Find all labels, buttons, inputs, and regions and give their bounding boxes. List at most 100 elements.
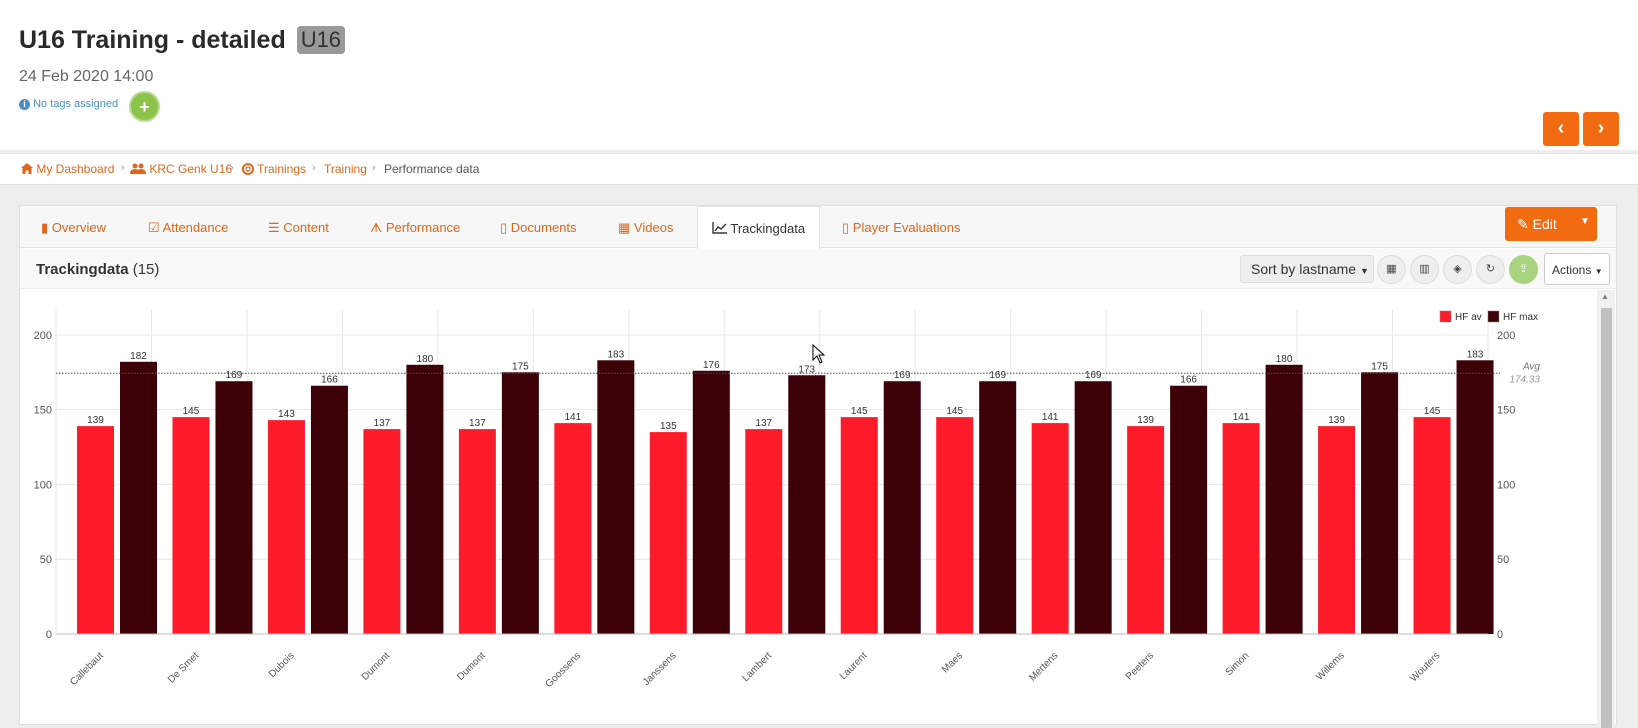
tab-content[interactable]: ☰ Content [268, 220, 329, 236]
bar-hf-max [501, 372, 539, 634]
breadcrumb-item-team[interactable]: KRC Genk U16 [130, 162, 232, 176]
x-tick-label: Janssens [641, 650, 679, 688]
line-chart-icon [712, 222, 727, 234]
bar-hf-av [554, 423, 592, 634]
check-square-icon: ☑ [148, 220, 160, 235]
section-title-text: Trackingdata [36, 261, 129, 278]
actions-dropdown[interactable]: Actions ▼ [1544, 253, 1610, 285]
next-button[interactable]: › [1583, 112, 1619, 146]
tab-label: Attendance [162, 220, 229, 235]
breadcrumb-separator: › [312, 162, 316, 174]
data-label: 145 [1424, 406, 1441, 417]
data-label: 141 [564, 412, 581, 423]
bar-hf-av [840, 417, 878, 634]
record-count: (15) [132, 261, 160, 278]
breadcrumb-separator: › [230, 162, 234, 174]
tab-label: Performance [385, 220, 461, 235]
data-label: 137 [755, 418, 772, 429]
chart-view-button[interactable]: ▥ [1410, 255, 1439, 284]
edit-button[interactable]: ✎ Edit ▼ [1505, 207, 1597, 241]
data-label: 183 [1467, 349, 1484, 360]
bar-hf-av [77, 426, 114, 634]
legend-label: HF max [1503, 312, 1538, 323]
tab-videos[interactable]: ▦ Videos [618, 220, 673, 236]
bar-hf-av [1222, 423, 1260, 634]
list-icon: ☰ [268, 220, 280, 235]
y-tick-label-right: 200 [1497, 330, 1515, 342]
data-label: 169 [989, 370, 1006, 381]
legend-swatch [1487, 310, 1500, 323]
tracking-bar-chart: 0 0 50 50 100 100 150 150 200 200 139 182 Callebaut 1… [34, 310, 1540, 690]
tab-overview[interactable]: ▮ Overview [41, 220, 106, 236]
y-tick-label-left: 200 [34, 330, 52, 342]
y-tick-label-left: 150 [34, 405, 52, 417]
page-title: U16 Training - detailed U16 [19, 26, 346, 55]
bar-hf-max [1361, 372, 1399, 634]
data-label: 176 [703, 360, 720, 371]
upload-icon: ⇪ [1518, 263, 1529, 275]
y-tick-label-right: 50 [1497, 554, 1509, 566]
breadcrumb-item-trainings[interactable]: Trainings [242, 162, 306, 176]
tags-status: i No tags assigned [19, 98, 118, 110]
home-icon [21, 163, 33, 174]
breadcrumb-item-current: Performance data [384, 162, 480, 176]
breadcrumb-item-dashboard[interactable]: My Dashboard [21, 162, 114, 176]
document-icon: ▯ [500, 220, 508, 235]
bar-hf-max [597, 360, 635, 634]
table-icon: ▦ [1386, 263, 1397, 275]
x-tick-label: Lambert [740, 650, 774, 684]
bar-hf-max [406, 364, 444, 634]
sort-dropdown[interactable]: Sort by lastname ▼ [1240, 255, 1374, 283]
caret-down-icon: ▼ [1359, 266, 1369, 276]
tab-performance[interactable]: ᗑ Performance [370, 220, 460, 236]
table-view-button[interactable]: ▦ [1377, 255, 1406, 284]
3d-view-button[interactable]: ◈ [1443, 255, 1472, 284]
y-tick-label-right: 100 [1497, 479, 1515, 491]
data-label: 137 [469, 418, 486, 429]
tab-attendance[interactable]: ☑ Attendance [148, 220, 228, 236]
scroll-thumb[interactable] [1601, 308, 1612, 728]
chart-scrollbar[interactable]: ▲ [1597, 290, 1615, 728]
bar-hf-av [172, 417, 210, 634]
x-tick-label: Laurent [838, 650, 870, 682]
breadcrumb-separator: › [121, 162, 125, 174]
legend-label: HF av [1455, 312, 1482, 323]
x-tick-label: Peeters [1124, 650, 1156, 682]
previous-button[interactable]: ‹ [1543, 112, 1579, 146]
data-label: 135 [660, 421, 677, 432]
refresh-icon: ↻ [1485, 263, 1496, 275]
y-tick-label-left: 0 [46, 629, 52, 641]
data-label: 169 [1085, 370, 1102, 381]
tab-player-evaluations[interactable]: ▯ Player Evaluations [842, 220, 960, 236]
data-label: 141 [1233, 412, 1250, 423]
tab-bar: ▮ Overview ☑ Attendance ☰ Content ᗑ Perf… [20, 206, 1616, 249]
bar-hf-max [883, 381, 921, 634]
data-label: 175 [512, 361, 529, 372]
scroll-up-arrow-icon[interactable]: ▲ [1601, 292, 1609, 301]
breadcrumb: My Dashboard › KRC Genk U16 › Trainings … [0, 153, 1638, 185]
caret-down-icon[interactable]: ▼ [1580, 216, 1590, 227]
x-tick-label: Willems [1314, 650, 1347, 683]
average-label: Avg [1522, 361, 1540, 372]
data-label: 166 [321, 375, 338, 386]
data-label: 180 [1276, 354, 1293, 365]
bar-hf-max [979, 381, 1017, 634]
caret-down-icon: ▼ [1594, 267, 1603, 276]
page-header: U16 Training - detailed U16 24 Feb 2020 … [0, 0, 1638, 150]
edit-icon: ✎ [1517, 216, 1529, 232]
data-label: 145 [851, 406, 868, 417]
upload-button[interactable]: ⇪ [1509, 255, 1538, 284]
refresh-button[interactable]: ↻ [1476, 255, 1505, 284]
x-tick-label: Maes [940, 650, 965, 675]
tab-documents[interactable]: ▯ Documents [500, 220, 577, 236]
edit-label-wrap: ✎ Edit [1517, 216, 1557, 233]
tab-trackingdata[interactable]: Trackingdata [697, 206, 821, 249]
tab-label: Player Evaluations [852, 220, 961, 235]
bar-hf-max [120, 361, 157, 634]
info-icon: i [19, 99, 30, 110]
tab-label: Content [283, 220, 329, 235]
data-label: 169 [226, 370, 243, 381]
add-tag-button[interactable]: + [129, 91, 160, 122]
breadcrumb-item-training[interactable]: Training [324, 162, 367, 176]
actions-label: Actions [1552, 263, 1592, 277]
